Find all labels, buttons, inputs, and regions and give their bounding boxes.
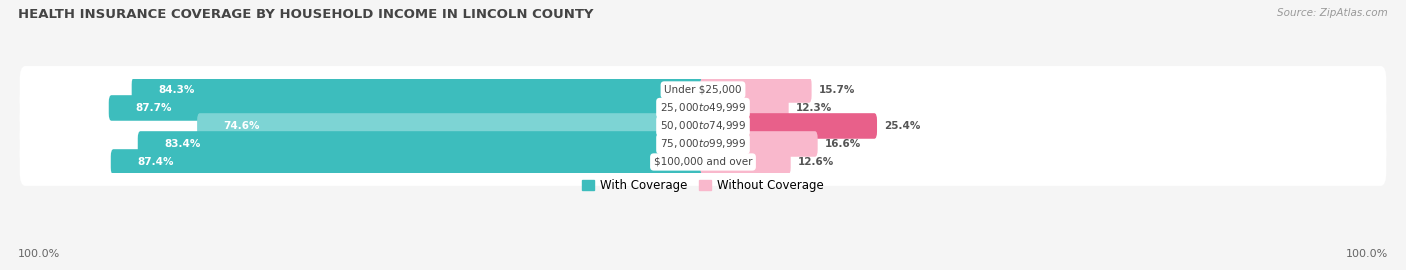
Text: $50,000 to $74,999: $50,000 to $74,999 (659, 119, 747, 133)
FancyBboxPatch shape (700, 131, 818, 157)
Text: $75,000 to $99,999: $75,000 to $99,999 (659, 137, 747, 150)
Text: 12.3%: 12.3% (796, 103, 832, 113)
FancyBboxPatch shape (20, 84, 1386, 132)
FancyBboxPatch shape (108, 95, 706, 121)
FancyBboxPatch shape (20, 120, 1386, 168)
Text: 16.6%: 16.6% (825, 139, 862, 149)
Text: 87.7%: 87.7% (135, 103, 172, 113)
FancyBboxPatch shape (20, 138, 1386, 186)
Text: 12.6%: 12.6% (799, 157, 834, 167)
Text: 84.3%: 84.3% (157, 85, 194, 95)
FancyBboxPatch shape (197, 113, 706, 139)
FancyBboxPatch shape (138, 131, 706, 157)
Text: 100.0%: 100.0% (18, 249, 60, 259)
FancyBboxPatch shape (700, 95, 789, 121)
FancyBboxPatch shape (700, 77, 811, 103)
Text: 25.4%: 25.4% (884, 121, 921, 131)
FancyBboxPatch shape (20, 66, 1386, 114)
FancyBboxPatch shape (132, 77, 706, 103)
Text: 100.0%: 100.0% (1346, 249, 1388, 259)
Text: 87.4%: 87.4% (138, 157, 173, 167)
Text: HEALTH INSURANCE COVERAGE BY HOUSEHOLD INCOME IN LINCOLN COUNTY: HEALTH INSURANCE COVERAGE BY HOUSEHOLD I… (18, 8, 593, 21)
FancyBboxPatch shape (20, 102, 1386, 150)
Text: 15.7%: 15.7% (820, 85, 855, 95)
Text: Source: ZipAtlas.com: Source: ZipAtlas.com (1277, 8, 1388, 18)
Text: $100,000 and over: $100,000 and over (654, 157, 752, 167)
FancyBboxPatch shape (111, 149, 706, 175)
FancyBboxPatch shape (700, 113, 877, 139)
Text: $25,000 to $49,999: $25,000 to $49,999 (659, 102, 747, 114)
Text: Under $25,000: Under $25,000 (664, 85, 742, 95)
FancyBboxPatch shape (700, 149, 790, 175)
Legend: With Coverage, Without Coverage: With Coverage, Without Coverage (578, 174, 828, 197)
Text: 74.6%: 74.6% (224, 121, 260, 131)
Text: 83.4%: 83.4% (165, 139, 201, 149)
